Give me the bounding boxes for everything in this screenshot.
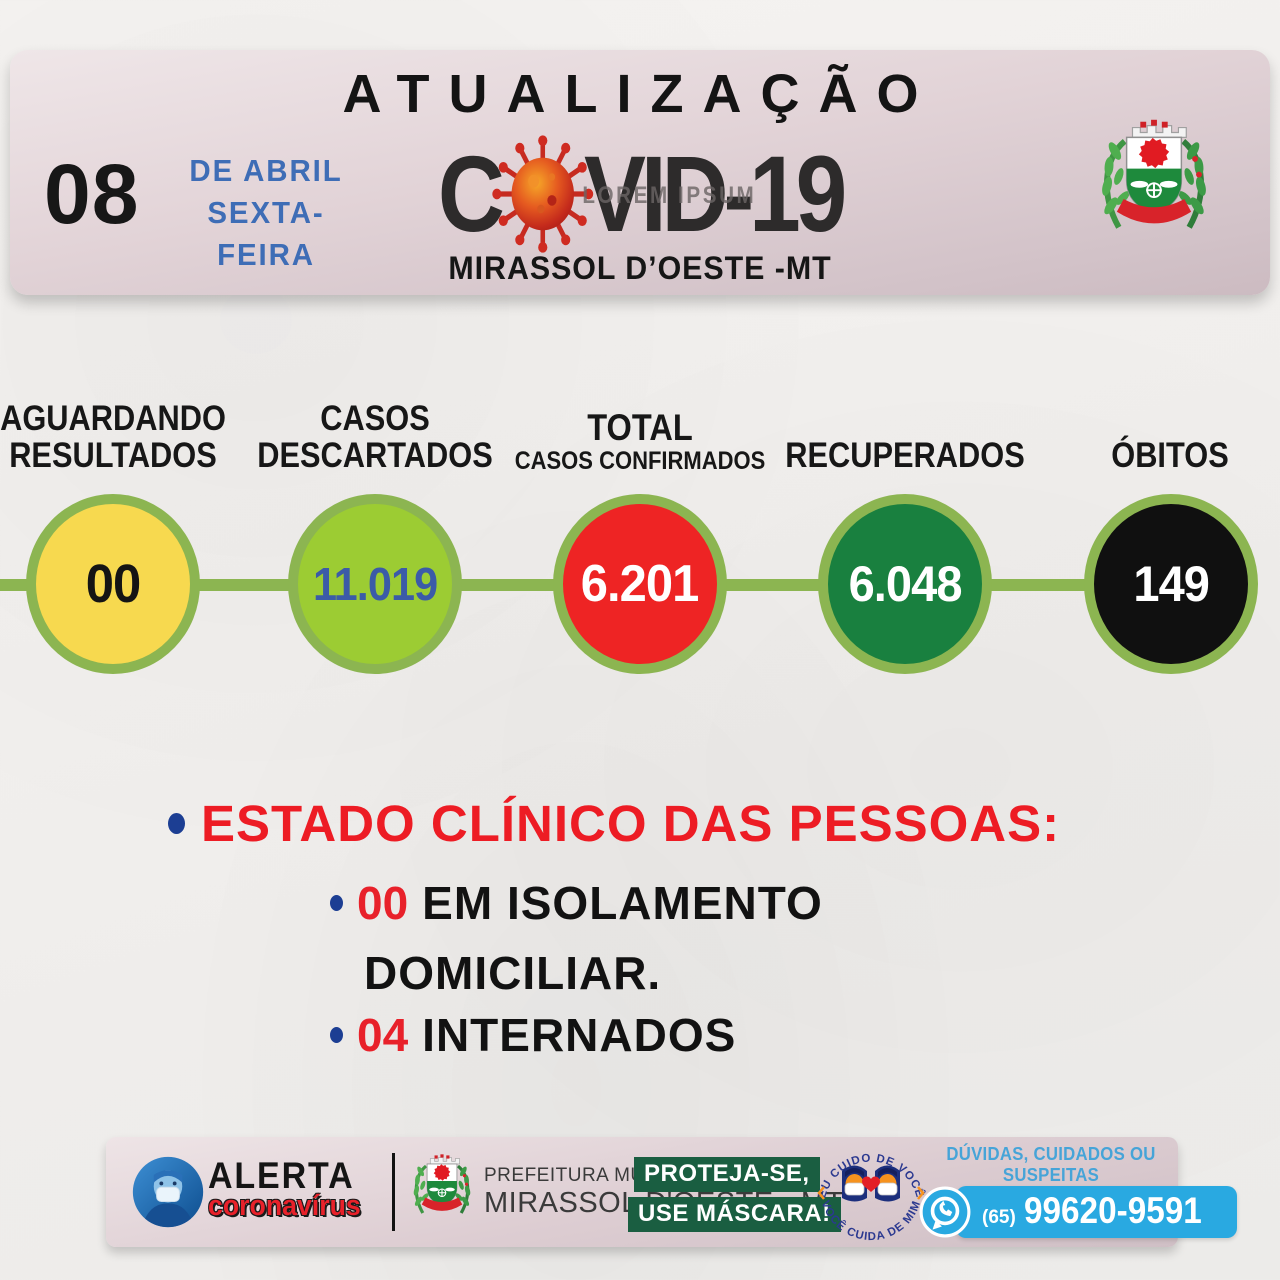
stat-value: 149 — [1133, 556, 1210, 612]
city-subtitle: MIRASSOL D’OESTE -MT — [448, 250, 832, 286]
alerta-coronavirus-logo: ALERTA coronavírus — [208, 1157, 374, 1221]
stat-value: 6.201 — [581, 555, 700, 613]
clinical-heading: ESTADO CLÍNICO DAS PESSOAS: — [168, 794, 1060, 853]
footer-divider — [392, 1153, 395, 1231]
clinical-heading-text: ESTADO CLÍNICO DAS PESSOAS: — [201, 795, 1061, 852]
date-day: 08 — [44, 147, 140, 241]
stat-circle-confirmados: 6.201 — [553, 494, 727, 674]
clinical-number: 00 — [357, 877, 409, 929]
date-weekday: SEXTA-FEIRA — [207, 194, 325, 272]
protejase-label: PROTEJA-SE, — [634, 1157, 820, 1192]
clinical-text: EM ISOLAMENTO — [422, 877, 823, 929]
stat-label-obitos: ÓBITOS — [1111, 435, 1229, 475]
mask-reminder: PROTEJA-SE, USE MÁSCARA! — [628, 1157, 841, 1232]
stat-value: 11.019 — [312, 558, 438, 610]
city-coat-of-arms — [1094, 110, 1214, 242]
stat-circle-aguardando: 00 — [26, 494, 200, 674]
clinical-number: 04 — [357, 1009, 409, 1061]
bullet-icon — [330, 1027, 343, 1043]
chevron-left-icon — [817, 1186, 825, 1200]
stat-circle-descartados: 11.019 — [288, 494, 462, 674]
stat-circle-recuperados: 6.048 — [818, 494, 992, 674]
stat-label-aguardando: AGUARDANDO RESULTADOS — [0, 398, 226, 475]
alerta-word: ALERTA — [208, 1155, 355, 1196]
whatsapp-icon — [919, 1186, 971, 1238]
contact-line1: DÚVIDAS, CUIDADOS OU SUSPEITAS — [946, 1144, 1156, 1186]
lorem-watermark: LOREM IPSUM — [582, 182, 757, 209]
stat-label-confirmados: TOTAL CASOS CONFIRMADOS — [514, 407, 766, 475]
bullet-icon — [330, 895, 343, 911]
coronavirus-word: coronavírus — [208, 1190, 361, 1222]
stat-circle-obitos: 149 — [1084, 494, 1258, 674]
clinical-item-isolamento: 00 EM ISOLAMENTO — [330, 876, 823, 930]
heart-icon — [862, 1176, 880, 1192]
coronavirus-icon — [492, 135, 594, 253]
use-mascara-label: USE MÁSCARA! — [628, 1197, 841, 1232]
date-lines: DE ABRIL SEXTA-FEIRA — [162, 150, 371, 276]
stat-value: 6.048 — [848, 556, 963, 612]
footer-banner: ALERTA coronavírus PREFEITURA MUNICIPAL … — [106, 1137, 1238, 1247]
phone-number: 99620-9591 — [1023, 1190, 1202, 1231]
phone-prefix: (65) — [982, 1207, 1016, 1228]
masked-faces-icon — [842, 1165, 900, 1202]
city-coat-of-arms-small — [411, 1152, 473, 1215]
masked-person-icon — [132, 1156, 204, 1228]
covid-logo-rest: VID-19 — [584, 133, 847, 254]
header-banner: 08 DE ABRIL SEXTA-FEIRA ATUALIZAÇÃO C — [10, 50, 1270, 295]
page-title: ATUALIZAÇÃO — [342, 64, 938, 124]
clinical-item-internados: 04 INTERNADOS — [330, 1008, 736, 1062]
stat-label-recuperados: RECUPERADOS — [785, 435, 1025, 475]
whatsapp-contact: (65) 99620-9591 — [918, 1185, 1238, 1239]
care-badge: EU CUIDO DE VOCÊ VOCÊ CUIDA DE MIM — [816, 1152, 925, 1243]
chevron-right-icon — [917, 1186, 925, 1200]
phone-number-box: (65) 99620-9591 — [956, 1186, 1238, 1238]
clinical-item-isolamento-cont: DOMICILIAR. — [364, 947, 662, 999]
bullet-icon — [168, 813, 185, 834]
covid19-logo: C — [405, 130, 875, 258]
clinical-text: INTERNADOS — [422, 1009, 737, 1061]
stat-label-descartados: CASOS DESCARTADOS — [257, 398, 493, 475]
date-month: DE ABRIL — [189, 153, 343, 188]
stat-value: 00 — [85, 554, 142, 614]
